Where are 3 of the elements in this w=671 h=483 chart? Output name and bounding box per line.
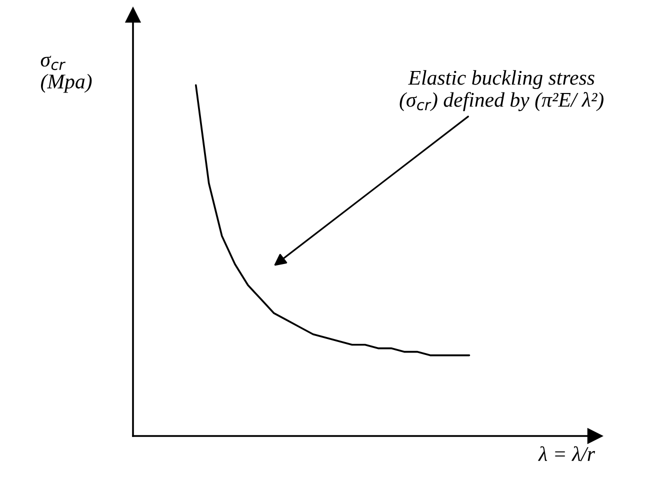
x-axis-title: λ = λ/r: [538, 446, 596, 462]
y-axis-title: σ$_{cr}$ (Mpa): [40, 56, 92, 93]
annotation: Elastic buckling stress (σ$_{cr}$) defined by (π²E/ λ²): [400, 70, 604, 112]
